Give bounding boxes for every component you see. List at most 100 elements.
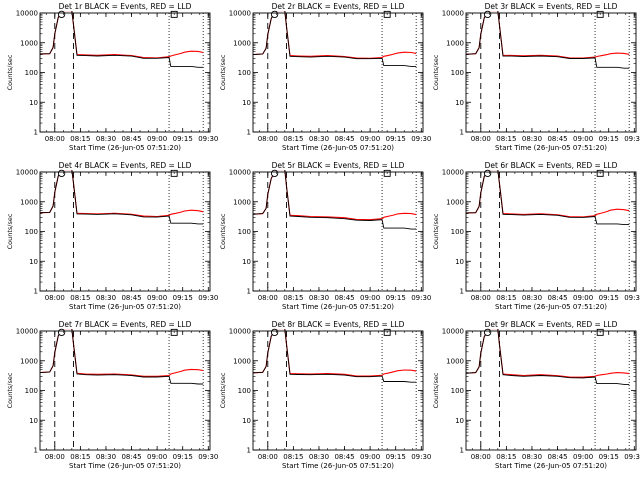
y-tick-label: 10000 [442, 10, 464, 18]
x-tick-label: 09:00 [573, 294, 593, 302]
x-tick-label: 08:00 [471, 453, 491, 461]
lld-series-line [40, 11, 204, 59]
lld-series-line [466, 170, 630, 218]
x-tick-label: 09:00 [147, 453, 167, 461]
y-axis-label: Counts/sec [6, 213, 14, 249]
y-tick-label: 1 [460, 447, 464, 455]
plot-frame [39, 171, 211, 292]
x-tick-label: 08:15 [283, 453, 303, 461]
y-tick-label: 1 [460, 129, 464, 137]
panel-title: Det 6r BLACK = Events, RED = LLD [485, 161, 618, 170]
detector-panel: Det 5r BLACK = Events, RED = LLD 1 10 100 10… [219, 161, 431, 311]
events-series-line [466, 329, 630, 385]
y-axis-label: Counts/sec [432, 54, 440, 90]
plot-frame [252, 171, 424, 292]
lld-series-line [40, 170, 204, 218]
x-tick-label: 09:30 [624, 294, 640, 302]
x-tick-label: 09:15 [386, 453, 406, 461]
x-tick-label: 08:15 [70, 453, 90, 461]
x-tick-label: 09:00 [147, 294, 167, 302]
lld-series-line [253, 329, 417, 377]
y-tick-label: 100 [25, 228, 38, 236]
plot-frame [465, 12, 637, 133]
y-axis-label: Counts/sec [219, 54, 227, 90]
x-tick-label: 08:30 [522, 294, 542, 302]
events-series-line [253, 11, 417, 67]
panel-title: Det 3r BLACK = Events, RED = LLD [485, 2, 618, 11]
y-tick-label: 10 [455, 417, 464, 425]
x-tick-label: 09:30 [198, 453, 218, 461]
y-tick-label: 10 [29, 99, 38, 107]
x-tick-label: 08:45 [547, 453, 567, 461]
series-group [253, 11, 417, 67]
x-tick-label: 08:45 [334, 135, 354, 143]
x-axis-label: Start Time (26-Jun-05 07:51:20) [495, 462, 607, 470]
y-tick-label: 1000 [233, 198, 251, 206]
series-group [466, 329, 630, 385]
x-tick-label: 09:15 [599, 294, 619, 302]
plot-frame [252, 330, 424, 451]
series-group [466, 11, 630, 69]
y-tick-label: 100 [451, 228, 464, 236]
circle-marker [270, 169, 279, 178]
x-tick-label: 08:15 [70, 294, 90, 302]
y-tick-label: 100 [25, 387, 38, 395]
x-tick-label: 09:15 [599, 135, 619, 143]
x-axis-label: Start Time (26-Jun-05 07:51:20) [495, 303, 607, 311]
panel-title: Det 2r BLACK = Events, RED = LLD [272, 2, 405, 11]
x-tick-label: 08:15 [496, 294, 516, 302]
plot-frame [39, 12, 211, 133]
y-tick-label: 10000 [16, 10, 38, 18]
detector-panel: Det 9r BLACK = Events, RED = LLD 1 10 100 10… [432, 320, 640, 470]
y-tick-label: 10000 [442, 169, 464, 177]
x-tick-label: 08:45 [121, 135, 141, 143]
y-tick-label: 100 [451, 387, 464, 395]
y-tick-label: 10 [455, 258, 464, 266]
events-series-line [40, 329, 204, 385]
series-group [466, 170, 630, 226]
x-axis-label: Start Time (26-Jun-05 07:51:20) [69, 303, 181, 311]
detector-panel: Det 8r BLACK = Events, RED = LLD 1 10 100 10… [219, 320, 431, 470]
x-tick-label: 08:30 [96, 294, 116, 302]
x-tick-label: 08:30 [522, 453, 542, 461]
series-group [40, 170, 204, 225]
detector-panel: Det 2r BLACK = Events, RED = LLD 1 10 100 10… [219, 2, 431, 152]
x-tick-label: 08:00 [45, 453, 65, 461]
y-tick-label: 1 [34, 447, 38, 455]
x-tick-label: 08:45 [121, 453, 141, 461]
x-tick-label: 08:30 [96, 453, 116, 461]
y-axis-label: Counts/sec [432, 372, 440, 408]
x-tick-label: 09:30 [198, 294, 218, 302]
x-tick-label: 09:15 [386, 135, 406, 143]
x-axis-label: Start Time (26-Jun-05 07:51:20) [69, 462, 181, 470]
x-tick-label: 09:00 [573, 135, 593, 143]
detector-panel: Det 4r BLACK = Events, RED = LLD 1 10 100 10… [6, 161, 218, 311]
panel-title: Det 5r BLACK = Events, RED = LLD [272, 161, 405, 170]
x-tick-label: 08:45 [334, 453, 354, 461]
y-tick-label: 10000 [229, 169, 251, 177]
circle-marker [57, 169, 66, 178]
x-tick-label: 08:30 [522, 135, 542, 143]
events-series-line [253, 329, 417, 383]
panel-title: Det 1r BLACK = Events, RED = LLD [59, 2, 192, 11]
x-tick-label: 08:45 [547, 135, 567, 143]
series-group [40, 329, 204, 385]
x-tick-label: 08:30 [309, 453, 329, 461]
y-tick-label: 1000 [233, 39, 251, 47]
series-group [40, 11, 204, 68]
x-tick-label: 09:30 [198, 135, 218, 143]
y-axis-label: Counts/sec [6, 372, 14, 408]
panel-title: Det 9r BLACK = Events, RED = LLD [485, 320, 618, 329]
detector-panel: Det 6r BLACK = Events, RED = LLD 1 10 100 10… [432, 161, 640, 311]
y-axis-label: Counts/sec [432, 213, 440, 249]
x-tick-label: 09:00 [360, 135, 380, 143]
detector-panel: Det 7r BLACK = Events, RED = LLD 1 10 100 10… [6, 320, 218, 470]
x-tick-label: 08:30 [309, 135, 329, 143]
x-tick-label: 09:30 [411, 135, 431, 143]
x-tick-label: 08:00 [258, 135, 278, 143]
y-tick-label: 100 [238, 387, 251, 395]
x-tick-label: 09:30 [624, 453, 640, 461]
y-tick-label: 1 [34, 288, 38, 296]
y-tick-label: 1 [460, 288, 464, 296]
y-tick-label: 10 [29, 417, 38, 425]
